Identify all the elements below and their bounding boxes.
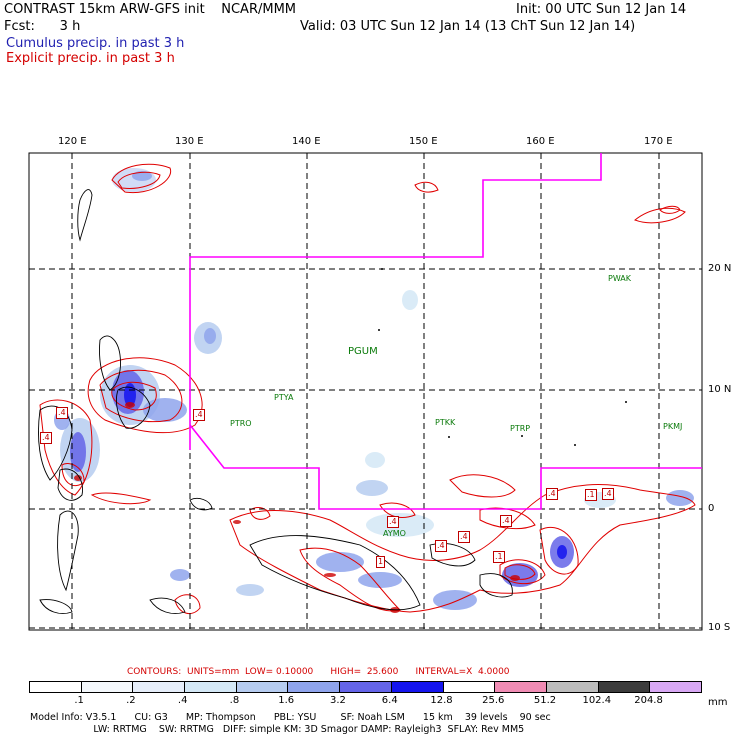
contour-label: .4 — [40, 432, 52, 444]
cumulus-legend: Cumulus precip. in past 3 h — [6, 36, 185, 51]
station-label: PWAK — [608, 274, 632, 283]
lon-label: 170 E — [644, 136, 673, 147]
coastlines — [38, 189, 513, 614]
contour-label: .4 — [387, 516, 399, 528]
station-label: PGUM — [348, 346, 378, 357]
colorbar-value: 3.2 — [330, 695, 346, 706]
colorbar-swatch — [650, 682, 701, 692]
contour-label: .4 — [458, 531, 470, 543]
lon-label: 150 E — [409, 136, 438, 147]
colorbar-value: 1.6 — [278, 695, 295, 706]
model-title: CONTRAST 15km ARW-GFS init NCAR/MMM — [4, 2, 297, 17]
colorbar-swatch — [546, 682, 599, 692]
valid-time: Valid: 03 UTC Sun 12 Jan 14 (13 ChT Sun … — [300, 19, 636, 34]
contour-label: .4 — [546, 488, 558, 500]
station-label: PTRP — [510, 424, 531, 433]
station-label: PTYA — [274, 393, 294, 402]
contour-label: .4 — [435, 540, 447, 552]
colorbar-swatch — [340, 682, 392, 692]
colorbar-swatch — [598, 682, 651, 692]
colorbar-value: .2 — [126, 695, 136, 706]
colorbar-swatch — [236, 682, 289, 692]
contours-info: CONTOURS: UNITS=mm LOW= 0.10000 HIGH= 25… — [127, 667, 510, 677]
colorbar-value: 51.2 — [533, 695, 557, 706]
contour-label: .4 — [500, 515, 512, 527]
station-label: PTKK — [435, 418, 456, 427]
lon-label: 130 E — [175, 136, 204, 147]
forecast-hour: Fcst: 3 h — [4, 19, 81, 34]
lon-label: 160 E — [526, 136, 555, 147]
colorbar-swatch — [133, 682, 186, 692]
station-label: PTRO — [230, 419, 252, 428]
lat-label: 0 — [708, 503, 715, 514]
colorbar-swatch — [81, 682, 134, 692]
explicit-legend: Explicit precip. in past 3 h — [6, 51, 175, 66]
region-boundary — [189, 153, 602, 450]
colorbar-value: 6.4 — [381, 695, 398, 706]
colorbar-swatch — [30, 682, 82, 692]
colorbar-value: 25.6 — [482, 695, 505, 706]
colorbar-value: .1 — [74, 695, 84, 706]
colorbar-value: 102.4 — [582, 695, 612, 706]
colorbar-value: .4 — [177, 695, 188, 706]
colorbar-value: 12.8 — [430, 695, 453, 706]
contour-label: .4 — [602, 488, 614, 500]
contour-label: 1 — [376, 556, 386, 568]
station-label: PKMJ — [663, 422, 683, 431]
lon-label: 140 E — [292, 136, 321, 147]
lat-label: 20 N — [708, 263, 732, 274]
contour-label: .1 — [585, 489, 597, 501]
lon-label: 120 E — [58, 136, 87, 147]
explicit-precip-heavy — [74, 402, 520, 613]
colorbar-unit: mm — [708, 697, 728, 708]
contour-label: .1 — [493, 551, 505, 563]
colorbar-swatch — [288, 682, 341, 692]
colorbar-swatch — [443, 682, 496, 692]
model-info-line2: LW: RRTMG SW: RRTMG DIFF: simple KM: 3D … — [30, 724, 525, 735]
region-boundary-south — [189, 424, 702, 510]
colorbar-value: 204.8 — [634, 695, 663, 706]
lat-label: 10 S — [708, 622, 731, 633]
colorbar-swatch — [495, 682, 547, 692]
explicit-precip-contours — [39, 163, 696, 615]
lat-lon-grid — [29, 153, 702, 630]
init-time: Init: 00 UTC Sun 12 Jan 14 — [516, 2, 687, 17]
colorbar — [29, 681, 702, 693]
station-markers — [378, 268, 627, 446]
lat-label: 10 N — [708, 384, 732, 395]
colorbar-swatch — [391, 682, 444, 692]
cumulus-precip-shading — [54, 168, 694, 610]
model-info-line1: Model Info: V3.5.1 CU: G3 MP: Thompson P… — [30, 712, 551, 723]
contour-label: .4 — [56, 407, 68, 419]
colorbar-swatch — [185, 682, 237, 692]
station-label: AYMO — [383, 529, 406, 538]
colorbar-labels: .1 .2 .4 .8 1.6 3.2 6.4 12.8 25.6 51.2 102.4 204.8 — [29, 695, 702, 709]
colorbar-value: .8 — [229, 695, 240, 706]
contour-label: .4 — [193, 409, 205, 421]
